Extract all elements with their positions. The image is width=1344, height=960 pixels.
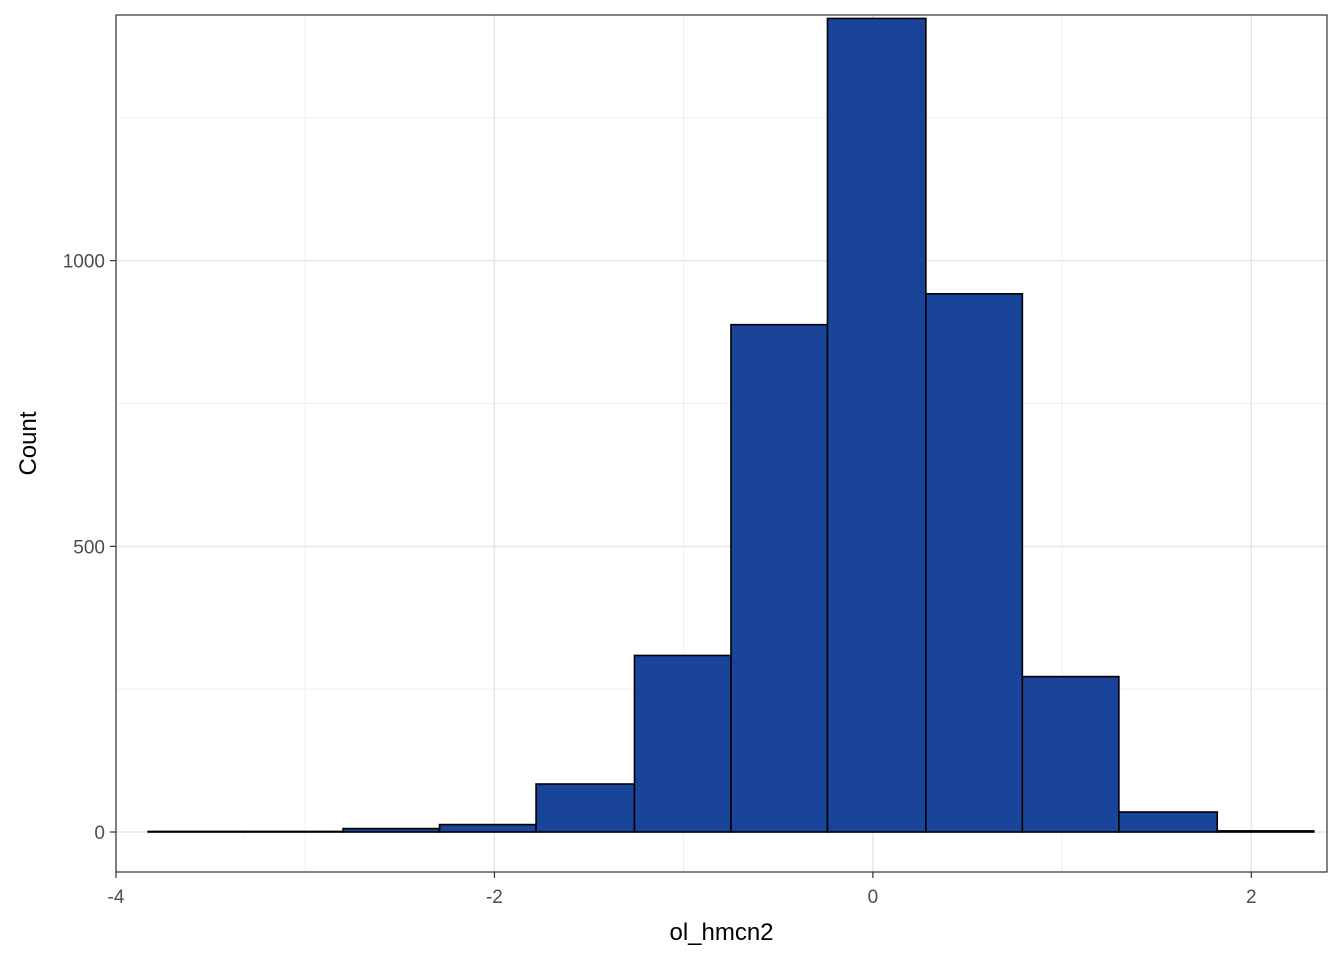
x-tick-label: -2 [486,887,503,908]
x-tick-label: -4 [108,887,125,908]
histogram-bar [1118,811,1219,833]
x-tick-label: 0 [868,887,879,908]
histogram-bar [730,323,829,833]
y-tick-label: 0 [94,823,105,844]
histogram-bar [438,823,537,833]
y-tick-label: 500 [73,537,105,558]
bars-layer [147,17,1315,833]
y-axis-title: Count [15,411,42,475]
histogram-bar [342,827,441,833]
histogram-bar [1021,675,1120,833]
x-axis-title: ol_hmcn2 [669,919,773,946]
histogram-bar [925,293,1024,833]
histogram-bar [535,783,636,833]
panel-border [115,14,1328,873]
histogram-bar [633,654,732,833]
histogram-bar [147,830,246,833]
histogram-bar [826,17,927,833]
histogram-bar [243,830,344,833]
x-tick-label: 2 [1246,887,1257,908]
histogram-bar [1216,830,1315,833]
y-tick-label: 1000 [63,252,105,273]
ticks-layer: -4 -2 0 2 0 500 1000 [63,252,1257,908]
